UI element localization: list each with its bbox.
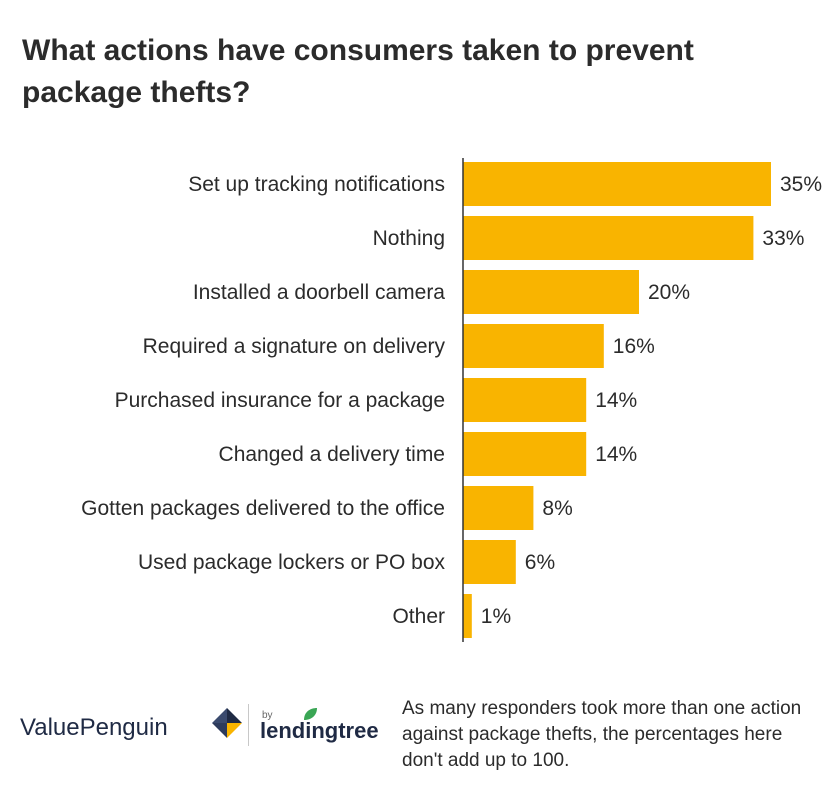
value-label: 20% (648, 281, 690, 304)
category-label: Gotten packages delivered to the office (81, 497, 445, 520)
category-label: Purchased insurance for a package (115, 389, 445, 412)
bar (463, 216, 754, 260)
bars-group (463, 162, 771, 638)
chart-title: What actions have consumers taken to pre… (22, 34, 694, 109)
category-labels-group: Set up tracking notifications Nothing Inst… (81, 173, 445, 628)
bar (463, 270, 639, 314)
bar-chart: Set up tracking notifications Nothing Inst… (81, 158, 822, 642)
category-label: Set up tracking notifications (188, 173, 445, 196)
bar (463, 378, 587, 422)
category-label: Other (392, 605, 445, 628)
category-label: Nothing (373, 227, 445, 250)
category-label: Changed a delivery time (219, 443, 445, 466)
value-label: 14% (595, 389, 637, 412)
lendingtree-wordmark: lendingtree (260, 718, 379, 743)
value-label: 16% (613, 335, 655, 358)
valuepenguin-wordmark: ValuePenguin (20, 714, 168, 741)
value-label: 33% (762, 227, 804, 250)
category-label: Used package lockers or PO box (138, 551, 445, 574)
lendingtree-leaf-icon (304, 708, 317, 720)
brand-logo: ValuePenguin by lendingtree (20, 700, 390, 750)
category-label: Required a signature on delivery (143, 335, 446, 358)
category-label: Installed a doorbell camera (193, 281, 445, 304)
bar (463, 540, 516, 584)
by-text: by (262, 710, 273, 721)
bar (463, 324, 604, 368)
value-label: 1% (481, 605, 511, 628)
logo-divider (248, 704, 249, 746)
value-label: 8% (542, 497, 572, 520)
footnote: As many responders took more than one ac… (402, 698, 802, 771)
value-label: 14% (595, 443, 637, 466)
bar (463, 432, 587, 476)
value-label: 35% (780, 173, 822, 196)
bar (463, 486, 534, 530)
value-labels-group: 35% 33% 20% 16% 14% 14% 8% 6% 1% (481, 173, 822, 628)
bar (463, 594, 472, 638)
bar (463, 162, 771, 206)
valuepenguin-diamond-icon (212, 708, 242, 738)
value-label: 6% (525, 551, 555, 574)
